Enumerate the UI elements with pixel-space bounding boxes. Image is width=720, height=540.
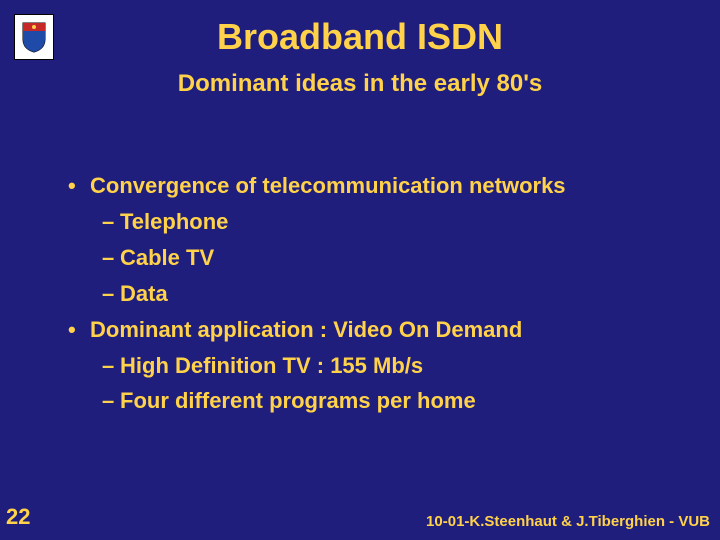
bullet-level-2: Telephone — [60, 206, 680, 238]
bullet-level-1: Convergence of telecommunication network… — [60, 170, 680, 202]
slide-title: Broadband ISDN — [0, 16, 720, 58]
bullet-level-2: Four different programs per home — [60, 385, 680, 417]
slide: Broadband ISDN Dominant ideas in the ear… — [0, 0, 720, 540]
slide-body: Convergence of telecommunication network… — [60, 170, 680, 421]
slide-subtitle: Dominant ideas in the early 80's — [0, 70, 720, 98]
slide-footer: 10-01-K.Steenhaut & J.Tiberghien - VUB — [426, 513, 710, 530]
bullet-level-2: Cable TV — [60, 242, 680, 274]
bullet-level-2: High Definition TV : 155 Mb/s — [60, 350, 680, 382]
page-number: 22 — [6, 504, 30, 530]
bullet-level-1: Dominant application : Video On Demand — [60, 314, 680, 346]
bullet-level-2: Data — [60, 278, 680, 310]
